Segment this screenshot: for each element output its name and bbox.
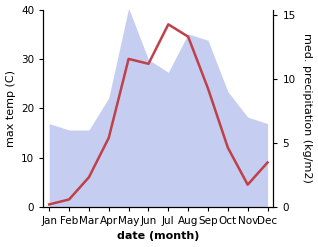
Y-axis label: med. precipitation (kg/m2): med. precipitation (kg/m2) [302,33,313,183]
Y-axis label: max temp (C): max temp (C) [5,70,16,147]
X-axis label: date (month): date (month) [117,231,200,242]
